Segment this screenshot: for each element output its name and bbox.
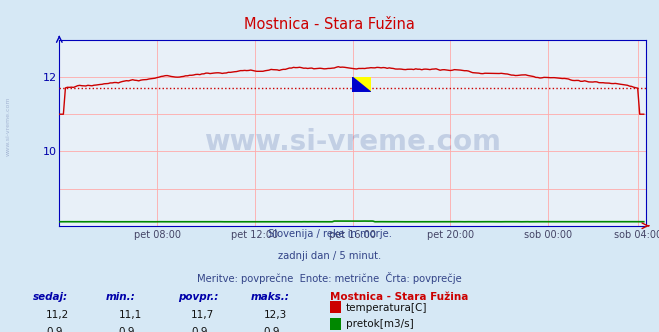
- Text: Mostnica - Stara Fužina: Mostnica - Stara Fužina: [330, 292, 468, 302]
- Text: maks.:: maks.:: [250, 292, 289, 302]
- Text: min.:: min.:: [105, 292, 135, 302]
- Text: pretok[m3/s]: pretok[m3/s]: [346, 319, 414, 329]
- Text: Mostnica - Stara Fužina: Mostnica - Stara Fužina: [244, 17, 415, 32]
- Text: 11,7: 11,7: [191, 310, 214, 320]
- Text: 0,9: 0,9: [191, 327, 208, 332]
- Text: sedaj:: sedaj:: [33, 292, 68, 302]
- Text: 12,3: 12,3: [264, 310, 287, 320]
- Polygon shape: [352, 77, 370, 92]
- Text: 11,1: 11,1: [119, 310, 142, 320]
- Text: Meritve: povprečne  Enote: metrične  Črta: povprečje: Meritve: povprečne Enote: metrične Črta:…: [197, 272, 462, 284]
- Text: 0,9: 0,9: [46, 327, 63, 332]
- Text: www.si-vreme.com: www.si-vreme.com: [6, 96, 11, 156]
- Text: 0,9: 0,9: [264, 327, 280, 332]
- Polygon shape: [352, 77, 370, 92]
- Text: povpr.:: povpr.:: [178, 292, 218, 302]
- Text: Slovenija / reke in morje.: Slovenija / reke in morje.: [268, 229, 391, 239]
- Text: 0,9: 0,9: [119, 327, 135, 332]
- Text: www.si-vreme.com: www.si-vreme.com: [204, 128, 501, 156]
- Text: 11,2: 11,2: [46, 310, 69, 320]
- Text: zadnji dan / 5 minut.: zadnji dan / 5 minut.: [278, 251, 381, 261]
- Text: temperatura[C]: temperatura[C]: [346, 303, 428, 313]
